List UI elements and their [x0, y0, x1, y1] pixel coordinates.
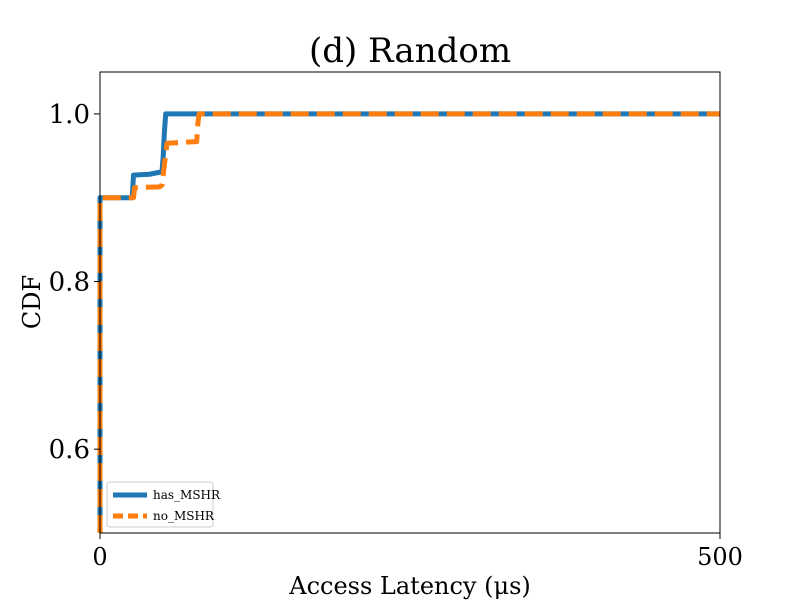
- y-axis-label: CDF: [18, 275, 46, 329]
- x-tick-label: 0: [92, 543, 107, 571]
- y-tick-label: 0.6: [49, 435, 90, 465]
- x-tick-label: 500: [697, 543, 743, 571]
- plot-area: [97, 111, 720, 533]
- series-line-no_MSHR: [97, 111, 720, 533]
- axis-ticks: 0 500 0.6 0.8 1.0: [49, 100, 743, 571]
- series-line-has_MSHR: [97, 111, 720, 533]
- y-tick-label: 1.0: [49, 100, 90, 130]
- x-axis-label: Access Latency (μs): [288, 572, 531, 600]
- chart-title: (d) Random: [309, 31, 511, 71]
- legend: has_MSHR no_MSHR: [106, 481, 221, 528]
- y-tick-label: 0.8: [49, 268, 90, 298]
- legend-label: has_MSHR: [153, 488, 221, 502]
- legend-label: no_MSHR: [153, 509, 215, 523]
- plot-frame: [99, 71, 721, 534]
